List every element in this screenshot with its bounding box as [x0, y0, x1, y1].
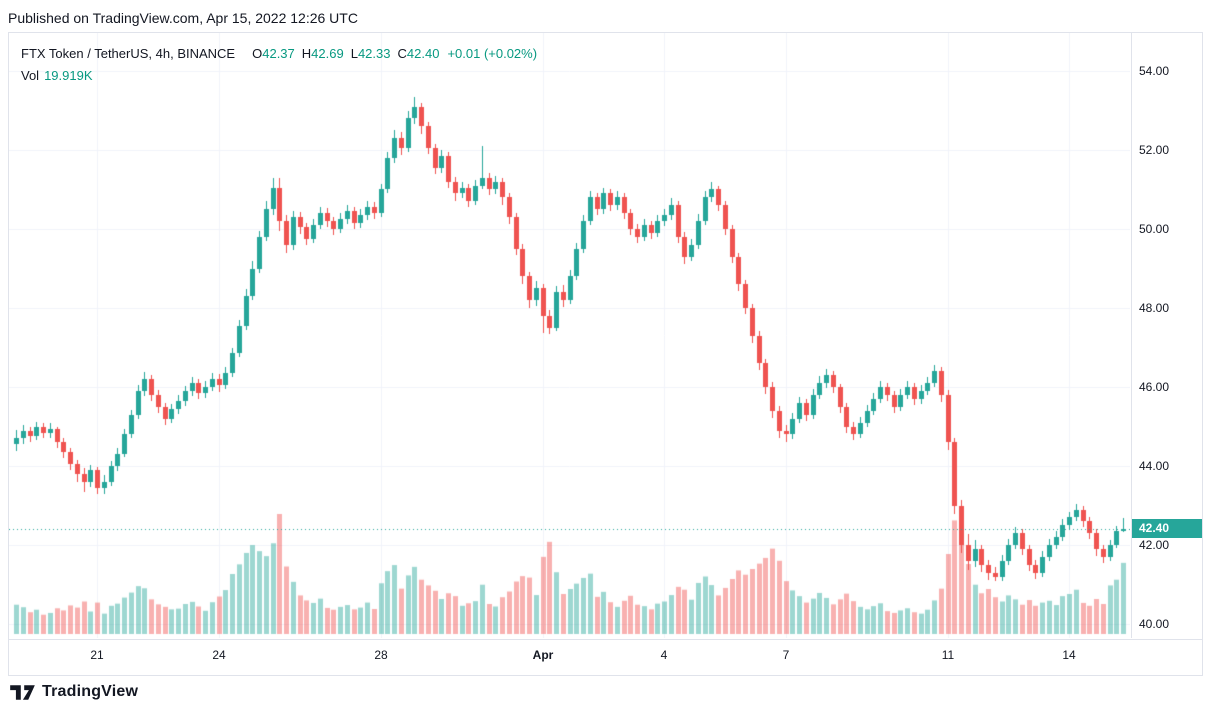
open-value: 42.37	[262, 46, 295, 61]
time-tick-label: 7	[782, 648, 790, 662]
footer-brand: TradingView	[10, 683, 138, 701]
price-tick-label: 42.00	[1139, 538, 1170, 552]
symbol-title: FTX Token / TetherUS, 4h, BINANCE	[21, 46, 236, 61]
time-tick-label: 14	[1062, 648, 1076, 662]
price-change: +0.01 (+0.02%)	[447, 46, 538, 61]
open-label: O	[252, 46, 263, 61]
time-tick-label: 28	[374, 648, 388, 662]
price-axis[interactable]: 42.40 54.00 52.00 50.00 48.00 46.00 44.00 42.0…	[1131, 33, 1202, 638]
tradingview-logo-icon	[10, 684, 35, 701]
chart-plot-area[interactable]: FTX Token / TetherUS, 4h, BINANCE O42.37 H…	[9, 33, 1130, 638]
chart-container: FTX Token / TetherUS, 4h, BINANCE O42.37 H…	[8, 32, 1203, 676]
price-tick-label: 44.00	[1139, 459, 1170, 473]
brand-name: TradingView	[42, 683, 139, 700]
price-tick-label: 46.00	[1139, 380, 1170, 394]
time-tick-label: 4	[660, 648, 668, 662]
time-tick-label: Apr	[532, 648, 554, 662]
close-label: C	[397, 46, 407, 61]
high-label: H	[301, 46, 312, 61]
candlestick-canvas[interactable]	[9, 33, 1130, 638]
price-tick-label: 50.00	[1139, 222, 1170, 236]
last-price-badge: 42.40	[1132, 519, 1202, 538]
low-label: L	[350, 46, 358, 61]
published-line: Published on TradingView.com, Apr 15, 20…	[8, 10, 358, 26]
time-axis[interactable]: 21 24 28 Apr 4 7 11 14	[9, 639, 1202, 675]
price-tick-label: 54.00	[1139, 64, 1170, 78]
low-value: 42.33	[357, 46, 391, 61]
legend-ohlc-row: FTX Token / TetherUS, 4h, BINANCE O42.37 H…	[21, 43, 537, 65]
time-tick-label: 24	[212, 648, 226, 662]
time-tick-label: 11	[941, 648, 955, 662]
volume-label: Vol	[21, 68, 40, 83]
volume-value: 19.919K	[44, 68, 93, 83]
high-value: 42.69	[311, 46, 344, 61]
price-tick-label: 48.00	[1139, 301, 1170, 315]
price-tick-label: 40.00	[1139, 617, 1170, 631]
price-tick-label: 52.00	[1139, 143, 1170, 157]
time-tick-label: 21	[90, 648, 104, 662]
legend-volume-row: Vol 19.919K	[21, 65, 537, 87]
chart-legend: FTX Token / TetherUS, 4h, BINANCE O42.37 H…	[21, 43, 537, 87]
close-value: 42.40	[406, 46, 440, 61]
